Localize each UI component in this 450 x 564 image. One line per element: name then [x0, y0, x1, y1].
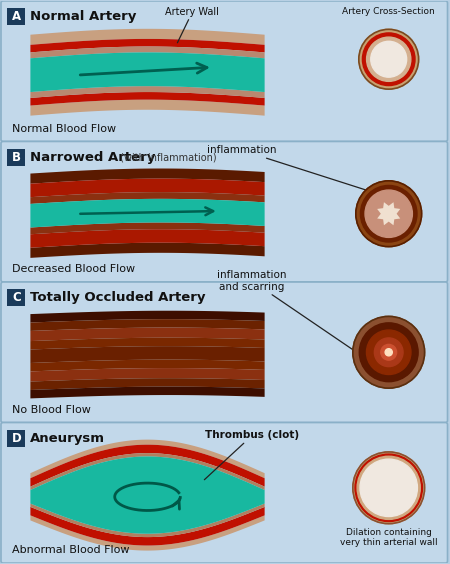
Text: inflammation: inflammation	[207, 146, 386, 196]
Polygon shape	[31, 100, 265, 116]
Text: Totally Occluded Artery: Totally Occluded Artery	[30, 292, 205, 305]
Text: inflammation
and scarring: inflammation and scarring	[217, 270, 365, 358]
Polygon shape	[31, 311, 265, 323]
Polygon shape	[31, 346, 265, 363]
Polygon shape	[31, 92, 265, 105]
Text: Dilation containing
very thin arterial wall: Dilation containing very thin arterial w…	[340, 528, 437, 547]
Polygon shape	[31, 453, 265, 490]
Polygon shape	[31, 179, 265, 197]
Circle shape	[371, 41, 407, 77]
Circle shape	[359, 29, 419, 89]
Polygon shape	[31, 192, 265, 204]
Text: Normal Blood Flow: Normal Blood Flow	[12, 124, 116, 134]
FancyBboxPatch shape	[1, 282, 447, 422]
Text: B: B	[12, 151, 21, 164]
Circle shape	[374, 338, 403, 367]
FancyBboxPatch shape	[1, 1, 447, 142]
Polygon shape	[31, 319, 265, 331]
Polygon shape	[31, 368, 265, 382]
Circle shape	[367, 37, 411, 81]
Polygon shape	[31, 444, 265, 487]
Circle shape	[353, 452, 425, 524]
Polygon shape	[31, 199, 265, 227]
Circle shape	[353, 316, 425, 388]
Text: D: D	[12, 432, 21, 445]
FancyBboxPatch shape	[8, 430, 25, 447]
Polygon shape	[377, 202, 400, 225]
Circle shape	[357, 456, 420, 519]
Text: C: C	[12, 292, 21, 305]
Circle shape	[355, 454, 423, 522]
FancyBboxPatch shape	[8, 289, 25, 306]
Circle shape	[385, 349, 392, 356]
Text: Aneurysm: Aneurysm	[30, 432, 105, 445]
Text: Decreased Blood Flow: Decreased Blood Flow	[12, 264, 135, 274]
Polygon shape	[31, 360, 265, 372]
Circle shape	[381, 345, 396, 360]
Circle shape	[362, 33, 415, 86]
Polygon shape	[31, 39, 265, 52]
Polygon shape	[31, 243, 265, 258]
Polygon shape	[31, 229, 265, 248]
Polygon shape	[31, 222, 265, 234]
FancyBboxPatch shape	[1, 142, 447, 282]
Polygon shape	[31, 456, 265, 534]
Polygon shape	[31, 378, 265, 390]
Polygon shape	[31, 504, 265, 537]
Text: No Blood Flow: No Blood Flow	[12, 404, 91, 415]
Text: (with inflammation): (with inflammation)	[117, 152, 216, 162]
FancyBboxPatch shape	[1, 422, 447, 563]
Polygon shape	[31, 515, 265, 550]
Polygon shape	[31, 86, 265, 98]
Circle shape	[356, 181, 422, 246]
Text: Artery Wall: Artery Wall	[166, 7, 219, 43]
Text: A: A	[12, 10, 21, 23]
Circle shape	[365, 190, 412, 237]
Polygon shape	[31, 328, 265, 341]
FancyBboxPatch shape	[8, 8, 25, 25]
Polygon shape	[31, 46, 265, 58]
Circle shape	[360, 459, 418, 517]
Text: Narrowed Artery: Narrowed Artery	[30, 151, 155, 164]
Polygon shape	[31, 386, 265, 398]
Polygon shape	[31, 169, 265, 184]
Text: Thrombus (clot): Thrombus (clot)	[204, 430, 299, 480]
Text: Abnormal Blood Flow: Abnormal Blood Flow	[12, 545, 130, 555]
Polygon shape	[31, 439, 265, 478]
Circle shape	[360, 186, 417, 242]
Circle shape	[359, 323, 418, 382]
Polygon shape	[31, 507, 265, 545]
Text: Artery Cross-Section: Artery Cross-Section	[342, 7, 435, 16]
Circle shape	[366, 330, 411, 374]
FancyBboxPatch shape	[8, 149, 25, 166]
Polygon shape	[31, 338, 265, 350]
Polygon shape	[31, 52, 265, 92]
Text: Normal Artery: Normal Artery	[30, 10, 136, 23]
Polygon shape	[31, 29, 265, 45]
